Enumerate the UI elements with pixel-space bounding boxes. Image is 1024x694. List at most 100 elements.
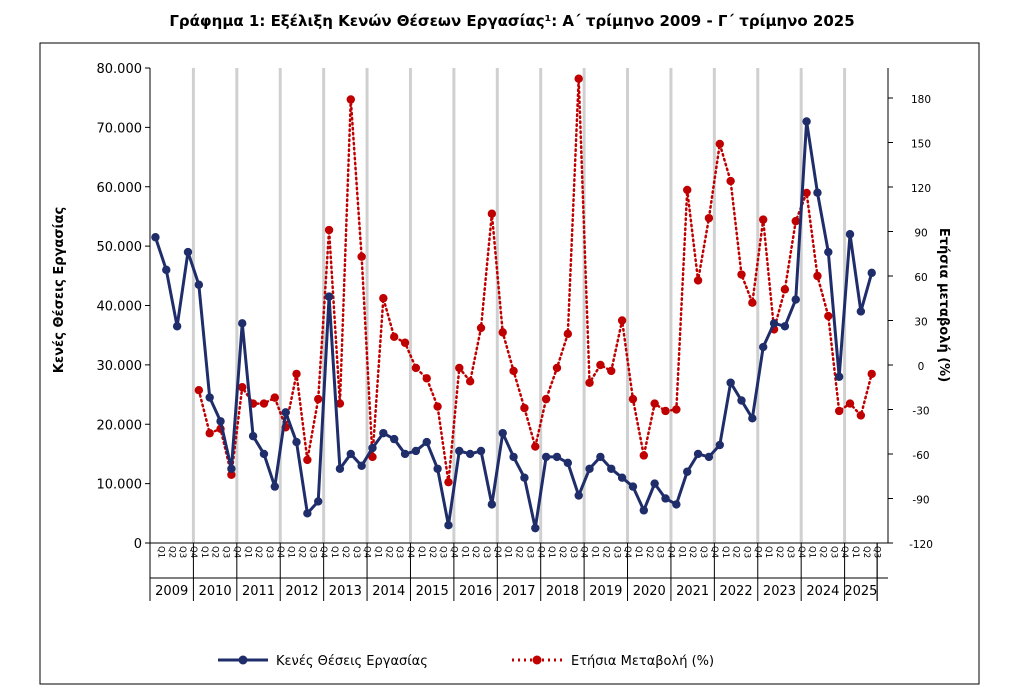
vacancies-point [791,295,800,304]
quarter-tick-label: Q4 [752,546,762,558]
quarter-tick-label: Q3 [872,546,882,558]
vacancies-point [259,449,269,459]
quarter-tick-label: Q2 [731,546,741,558]
annual-change-point [476,323,486,333]
vacancies-point [433,464,442,473]
vacancies-point [411,446,421,456]
annual-change-point [335,399,345,408]
vacancies-point [368,443,377,453]
annual-change-point [672,405,681,414]
right-y-tick-label: 150 [911,139,931,151]
vacancies-point [183,247,193,257]
vacancies-point [444,520,453,530]
annual-change-point [238,383,247,392]
annual-change-point [259,399,269,408]
year-tick-label: 2011 [242,584,275,599]
annual-change-point [227,470,236,479]
quarter-tick-label: Q4 [405,546,415,558]
annual-change-point [639,451,649,460]
vacancies-line [154,119,874,530]
vacancies-point [400,449,410,459]
vacancies-point [270,482,280,491]
quarter-tick-label: Q4 [666,546,676,558]
quarter-tick-label: Q4 [362,546,372,558]
quarter-tick-label: Q3 [307,546,317,558]
annual-change-point [824,311,833,321]
vacancies-point [476,446,486,456]
quarter-tick-label: Q2 [557,546,567,558]
vacancies-point [346,449,355,459]
quarter-tick-label: Q3 [785,546,795,558]
y-axis-label: Κενές Θέσεις Εργασίας [52,207,67,373]
vacancies-point [780,322,790,331]
quarter-tick-label: Q4 [448,546,458,558]
chart-title: Γράφημα 1: Εξέλιξη Κενών Θέσεων Εργασίας… [169,12,855,30]
annual-change-point [650,399,659,408]
right-y-tick-label: 30 [914,317,927,329]
quarter-tick-label: Q4 [318,546,328,558]
quarter-tick-label: Q4 [188,546,198,558]
annual-change-point [541,394,551,404]
quarter-tick-label: Q3 [221,546,231,558]
year-tick-label: 2010 [199,584,232,599]
quarter-tick-label: Q2 [297,546,307,558]
annual-change-point [715,139,724,149]
vacancies-point [758,342,768,352]
quarter-tick-label: Q4 [839,546,849,558]
x-axis-categories: Q1 Q2 Q3 Q4 Q1 Q2 Q3 Q4 Q1 Q2 Q3 Q4 Q1 Q2 Q3 Q4 Q1 Q2 Q3 Q4… [149,543,882,601]
annual-change-point [704,213,714,223]
quarter-tick-label: Q3 [568,546,578,558]
annual-change-point [845,399,855,408]
vacancies-point [172,322,182,331]
quarter-tick-label: Q2 [210,546,220,558]
annual-change-point [455,363,464,373]
left-y-tick-label: 20.000 [97,418,143,433]
quarter-tick-label: Q3 [394,546,404,558]
annual-change-point [509,366,518,376]
left-y-tick-label: 70.000 [97,121,143,136]
quarter-tick-label: Q1 [286,546,296,558]
vacancies-point [617,473,627,482]
vacancies-point [205,393,214,402]
left-y-tick-labels: 0 10.000 20.000 30.000 40.000 50.000 60.000 70.… [97,62,150,552]
annual-change-point [737,270,746,279]
vacancies-point [661,494,670,503]
quarter-tick-label: Q1 [155,546,165,558]
annual-change-point [628,394,638,404]
right-y-tick-label: -90 [912,495,929,507]
vacancies-point [335,464,345,473]
left-y-tick-label: 40.000 [97,300,143,315]
vacancies-point [856,307,866,316]
quarter-tick-label: Q1 [242,546,252,558]
vacancies-point [531,523,540,533]
quarter-tick-label: Q1 [720,546,730,558]
right-y-tick-label: 60 [914,272,927,284]
annual-change-point [194,386,204,395]
annual-change-point [552,363,562,373]
quarter-tick-label: Q3 [438,546,448,558]
annual-change-point [346,95,355,104]
left-y-tick-label: 10.000 [97,478,143,493]
vacancies-point [422,437,431,447]
annual-change-point [683,185,692,195]
quarter-tick-label: Q3 [741,546,751,558]
quarter-tick-label: Q4 [709,546,719,558]
year-tick-label: 2015 [416,584,449,599]
annual-change-point [303,455,312,465]
year-tick-label: 2020 [633,584,666,599]
left-y-tick-label: 80.000 [97,62,143,77]
right-y-tick-label: 120 [911,183,931,195]
annual-change-point [324,225,334,235]
chart-frame [39,42,980,685]
year-tick-label: 2024 [806,584,839,599]
annual-change-point [444,477,453,487]
right-y-tick-label: 90 [914,228,927,240]
quarter-tick-label: Q3 [698,546,708,558]
vacancies-point [748,414,757,423]
quarter-tick-label: Q4 [231,546,241,558]
quarter-tick-label: Q3 [264,546,274,558]
vacancies-point [737,396,746,405]
quarter-tick-label: Q2 [774,546,784,558]
legend-label-vacancies: Κενές Θέσεις Εργασίας [276,654,428,669]
